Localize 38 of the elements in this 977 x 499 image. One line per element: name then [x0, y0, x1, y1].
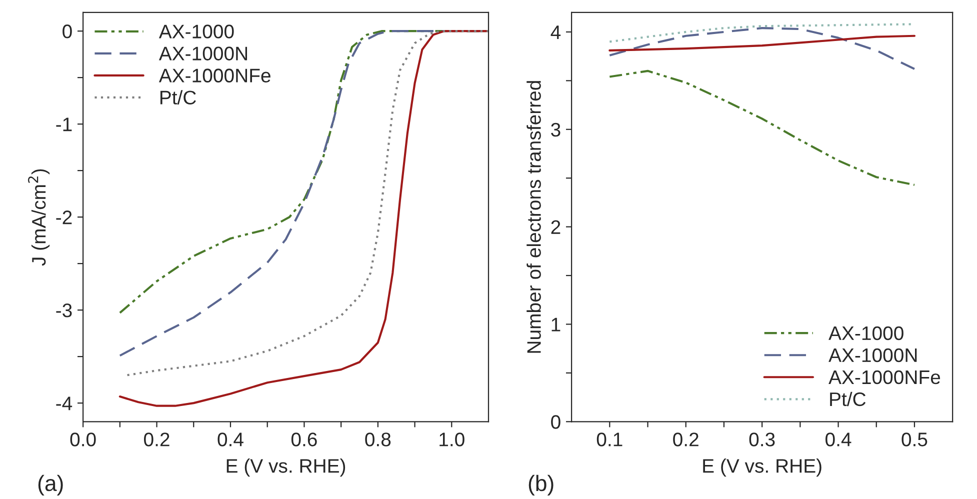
y-tick-label: 4 — [550, 26, 561, 40]
y-tick-label: -3 — [56, 304, 72, 318]
x-tick-label: 0.3 — [749, 432, 775, 446]
text: (b) — [528, 474, 554, 496]
x-tick-label: 0.5 — [902, 432, 928, 446]
x-tick-label: 0.1 — [596, 432, 622, 446]
x-tick-label: 0.2 — [144, 432, 170, 446]
legend-label: AX-1000 — [828, 326, 904, 340]
line-series — [608, 27, 916, 70]
legend-label: AX-1000NFe — [828, 370, 940, 384]
y-axis-title: Number of electrons transferred — [526, 81, 541, 353]
legend-label: AX-1000N — [828, 348, 917, 362]
y-tick-label: -1 — [56, 118, 72, 132]
legend-label: AX-1000N — [158, 46, 248, 60]
y-axis-title: J (mA/cm$^{2}$) — [28, 169, 50, 266]
x-tick-label: 0.6 — [291, 432, 317, 446]
x-tick-label: 0.2 — [673, 432, 698, 446]
x-tick-label: 0.4 — [218, 432, 244, 446]
line-series — [608, 34, 916, 52]
line-series — [608, 70, 916, 186]
x-axis-title: E (V vs. RHE) — [226, 458, 346, 477]
x-tick-label: 0.4 — [826, 432, 852, 446]
text: (a) — [38, 474, 63, 496]
y-tick-label: 2 — [551, 220, 560, 234]
y-tick-label: 0 — [551, 415, 560, 429]
legend-label: Pt/C — [830, 392, 866, 406]
legend-label: AX-1000 — [158, 24, 234, 38]
y-tick-label: 1 — [552, 318, 560, 332]
x-tick-label: 0.8 — [365, 432, 391, 446]
y-tick-label: 0 — [62, 24, 72, 38]
legend-label: Pt/C — [160, 90, 196, 104]
legend-label: AX-1000NFe — [158, 68, 270, 82]
x-tick-label: 0.0 — [70, 432, 96, 446]
y-tick-label: 3 — [551, 122, 560, 137]
y-tick-label: -2 — [56, 210, 72, 224]
y-tick-label: -4 — [56, 396, 72, 410]
x-tick-label: 1.0 — [440, 432, 464, 446]
x-axis-title: E (V vs. RHE) — [703, 458, 822, 477]
